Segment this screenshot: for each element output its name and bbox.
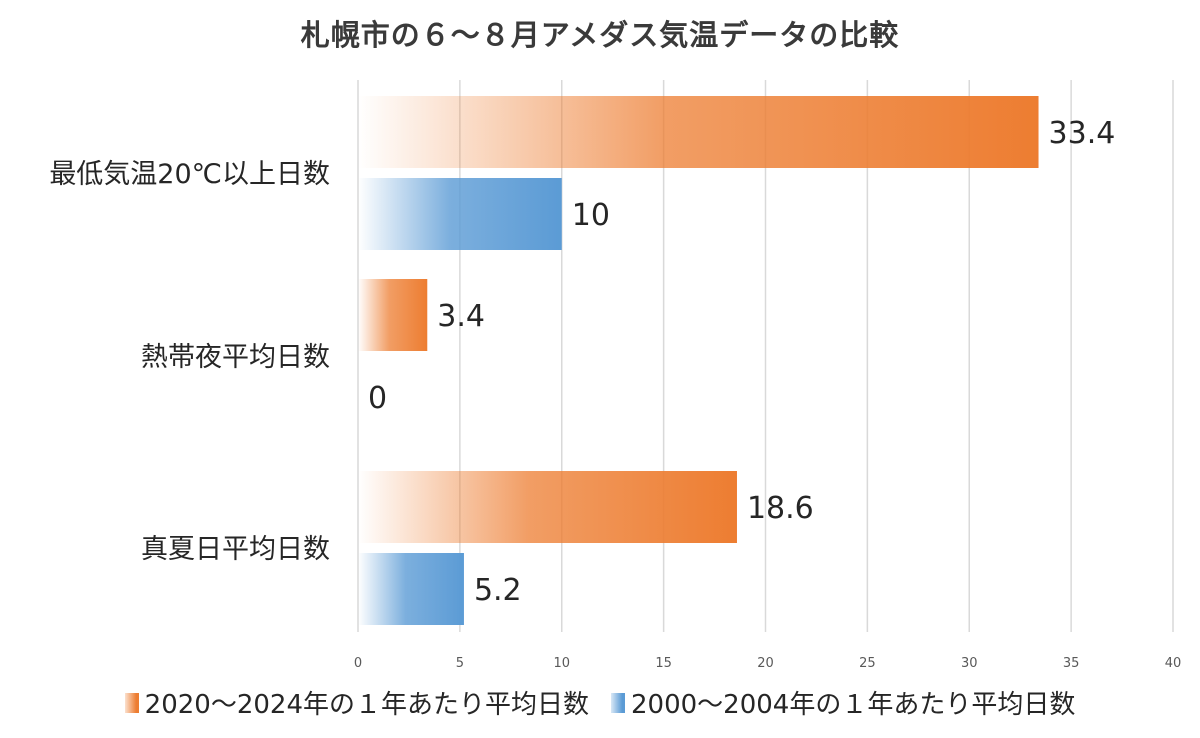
x-tick-label-25: 25 [859, 656, 876, 671]
legend-swatch-orange [124, 692, 139, 713]
legend-label-series-2: 2000～2004年の１年あたり平均日数 [631, 690, 1076, 720]
x-tick-label-35: 35 [1063, 656, 1080, 671]
data-label-series-1-cat-1: 33.4 [1049, 116, 1116, 151]
gridlines [357, 80, 1174, 632]
bar-series-1-cat-2 [358, 279, 428, 351]
data-label-series-2-cat-2: 0 [368, 381, 387, 416]
x-tick-label-5: 5 [456, 656, 464, 671]
x-tick-label-0: 0 [354, 656, 362, 671]
chart-title: 札幌市の６～８月アメダス気温データの比較 [300, 18, 900, 52]
x-tick-label-15: 15 [655, 656, 672, 671]
bar-series-1-cat-3 [358, 471, 737, 543]
data-label-series-2-cat-1: 10 [572, 198, 610, 233]
data-label-series-1-cat-2: 3.4 [437, 299, 485, 334]
x-tick-label-30: 30 [961, 656, 978, 671]
legend: 2020～2024年の１年あたり平均日数 2000～2004年の１年あたり平均日… [0, 684, 1200, 721]
data-label-series-2-cat-3: 5.2 [474, 573, 522, 608]
legend-swatch-blue [611, 692, 625, 713]
bar-series-2-cat-1 [358, 178, 562, 250]
bar-series-1-cat-1 [358, 96, 1039, 168]
legend-label-series-1: 2020～2024年の１年あたり平均日数 [144, 690, 589, 720]
legend-item-series-2: 2000～2004年の１年あたり平均日数 [611, 684, 1075, 721]
category-label-3: 真夏日平均日数 [141, 534, 330, 565]
labels: 0 5 10 15 20 25 30 35 40 最低気温20℃以上日数 33.4 10 熱帯夜平均日数… [49, 116, 1181, 671]
category-label-2: 熱帯夜平均日数 [141, 342, 330, 373]
x-tick-label-40: 40 [1165, 656, 1182, 671]
category-label-1: 最低気温20℃以上日数 [49, 159, 330, 190]
bars [358, 96, 1039, 625]
bar-series-2-cat-3 [358, 553, 464, 625]
legend-item-series-1: 2020～2024年の１年あたり平均日数 [124, 684, 589, 721]
x-tick-label-20: 20 [757, 656, 774, 671]
data-label-series-1-cat-3: 18.6 [747, 491, 814, 526]
x-tick-label-10: 10 [553, 656, 570, 671]
